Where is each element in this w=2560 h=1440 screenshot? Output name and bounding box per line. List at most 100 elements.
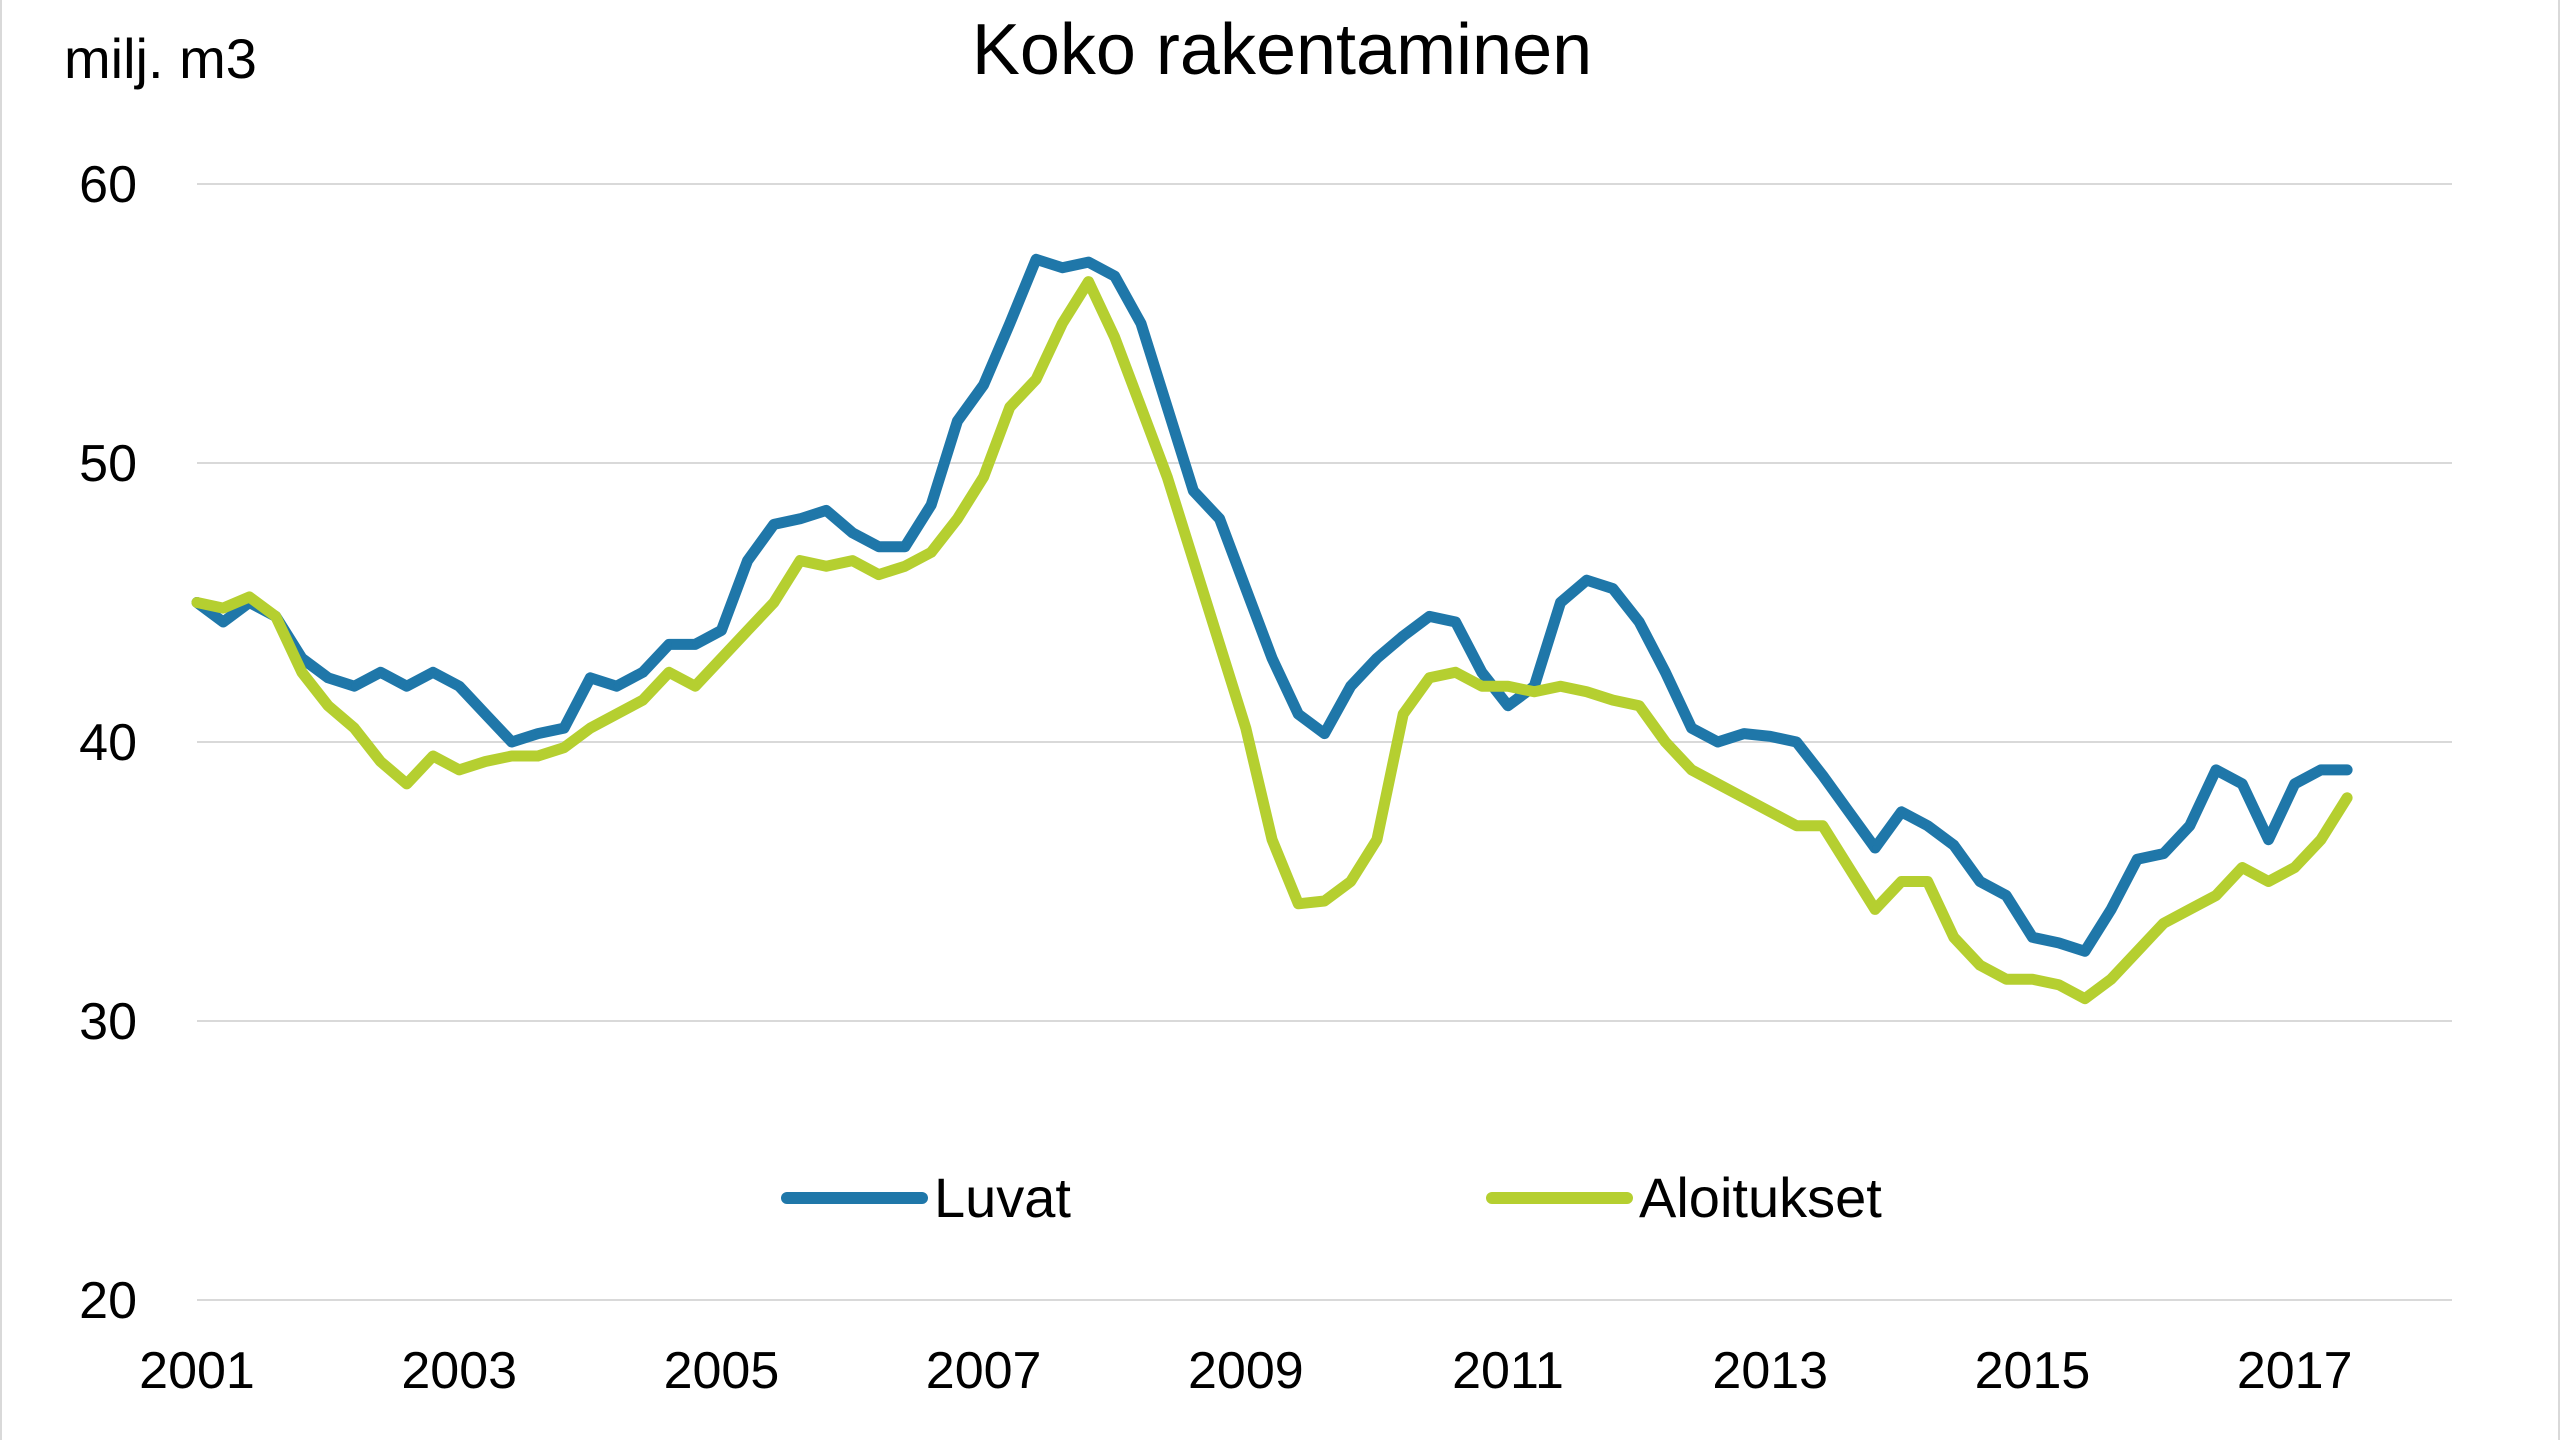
- data-point-aloitukset: [980, 473, 987, 480]
- data-point-aloitukset: [1400, 711, 1407, 718]
- data-point-aloitukset: [2186, 906, 2193, 913]
- data-point-luvat: [1924, 822, 1931, 829]
- gridlines: [197, 183, 2452, 1301]
- data-point-luvat: [403, 683, 410, 690]
- data-point-aloitukset: [1872, 906, 1879, 913]
- data-point-luvat: [1373, 655, 1380, 662]
- data-point-aloitukset: [928, 549, 935, 556]
- x-tick-label: 2003: [401, 1342, 517, 1400]
- data-point-luvat: [744, 557, 751, 564]
- data-point-luvat: [1505, 702, 1511, 709]
- data-point-luvat: [1006, 320, 1013, 327]
- data-point-aloitukset: [770, 599, 777, 606]
- data-point-luvat: [849, 529, 856, 536]
- legend-label-luvat: Luvat: [934, 1166, 1071, 1229]
- data-point-aloitukset: [1269, 836, 1276, 843]
- data-point-luvat: [2134, 856, 2141, 863]
- data-point-aloitukset: [1373, 836, 1380, 843]
- y-tick-label: 60: [79, 156, 137, 214]
- chart-title: Koko rakentaminen: [972, 10, 1592, 90]
- data-point-aloitukset: [403, 780, 410, 787]
- data-point-luvat: [1714, 739, 1721, 745]
- data-point-aloitukset: [849, 557, 856, 564]
- x-tick-label: 2015: [1975, 1342, 2091, 1400]
- data-point-aloitukset: [692, 683, 699, 690]
- data-point-luvat: [1242, 585, 1249, 592]
- data-point-aloitukset: [2344, 794, 2351, 801]
- data-point-luvat: [692, 641, 699, 648]
- data-point-luvat: [2160, 850, 2167, 857]
- data-point-luvat: [534, 730, 541, 737]
- data-point-aloitukset: [482, 758, 489, 765]
- data-point-luvat: [2186, 822, 2193, 829]
- data-point-aloitukset: [1924, 878, 1931, 885]
- data-point-luvat: [797, 515, 804, 522]
- data-point-aloitukset: [1636, 702, 1643, 709]
- legend-label-aloitukset: Aloitukset: [1639, 1166, 1882, 1229]
- data-point-luvat: [1164, 404, 1171, 411]
- data-point-aloitukset: [2265, 878, 2272, 885]
- data-point-aloitukset: [2239, 864, 2246, 871]
- data-point-aloitukset: [1845, 864, 1852, 871]
- data-point-luvat: [2239, 780, 2246, 787]
- x-tick-label: 2001: [139, 1342, 255, 1400]
- data-point-aloitukset: [2029, 976, 2036, 983]
- data-point-aloitukset: [1609, 697, 1616, 704]
- data-point-aloitukset: [797, 557, 804, 564]
- data-point-luvat: [2213, 766, 2219, 773]
- data-point-aloitukset: [1426, 674, 1433, 681]
- data-point-luvat: [1583, 577, 1590, 584]
- data-point-aloitukset: [377, 758, 384, 765]
- x-tick-label: 2009: [1188, 1342, 1304, 1400]
- data-point-aloitukset: [534, 753, 541, 759]
- data-point-luvat: [666, 641, 672, 648]
- data-point-aloitukset: [2055, 981, 2062, 988]
- data-point-aloitukset: [1242, 725, 1249, 732]
- data-point-luvat: [325, 674, 332, 681]
- data-point-aloitukset: [194, 599, 200, 606]
- y-tick-labels: 60 50 40 30 20: [79, 156, 137, 1330]
- data-point-luvat: [1295, 711, 1302, 718]
- data-point-luvat: [1059, 264, 1066, 271]
- x-tick-label: 2011: [1452, 1342, 1564, 1400]
- data-point-luvat: [1557, 599, 1564, 606]
- data-point-luvat: [2265, 836, 2272, 843]
- data-point-aloitukset: [2291, 864, 2298, 871]
- data-point-aloitukset: [430, 753, 436, 759]
- data-point-aloitukset: [1557, 683, 1564, 690]
- data-point-luvat: [875, 543, 882, 550]
- data-point-aloitukset: [1688, 766, 1695, 773]
- data-point-luvat: [561, 725, 568, 732]
- data-point-luvat: [2344, 766, 2351, 773]
- data-point-luvat: [220, 619, 227, 625]
- x-tick-label: 2017: [2237, 1342, 2353, 1400]
- data-point-aloitukset: [1714, 780, 1721, 787]
- data-point-aloitukset: [1793, 822, 1800, 829]
- data-point-luvat: [1478, 669, 1485, 676]
- data-point-aloitukset: [561, 744, 568, 751]
- data-point-aloitukset: [298, 669, 305, 676]
- data-point-luvat: [1688, 725, 1695, 732]
- data-point-aloitukset: [351, 725, 358, 732]
- data-point-aloitukset: [2160, 920, 2167, 927]
- data-point-luvat: [1636, 619, 1643, 625]
- data-point-aloitukset: [1452, 669, 1459, 676]
- data-point-aloitukset: [1347, 878, 1354, 885]
- data-point-aloitukset: [1321, 898, 1328, 904]
- data-point-aloitukset: [875, 571, 882, 578]
- data-point-aloitukset: [1138, 404, 1144, 411]
- data-point-luvat: [1426, 613, 1433, 620]
- data-point-aloitukset: [1583, 688, 1590, 695]
- data-point-aloitukset: [2134, 948, 2141, 955]
- series-line-aloitukset: [191, 276, 2353, 1005]
- data-point-aloitukset: [718, 655, 725, 662]
- data-point-aloitukset: [1059, 320, 1066, 327]
- data-point-luvat: [351, 683, 358, 690]
- data-point-aloitukset: [1531, 688, 1538, 695]
- data-point-luvat: [1190, 487, 1197, 494]
- data-point-luvat: [1662, 669, 1669, 676]
- data-point-luvat: [1216, 515, 1223, 522]
- data-point-aloitukset: [325, 702, 332, 709]
- data-point-aloitukset: [2317, 836, 2324, 843]
